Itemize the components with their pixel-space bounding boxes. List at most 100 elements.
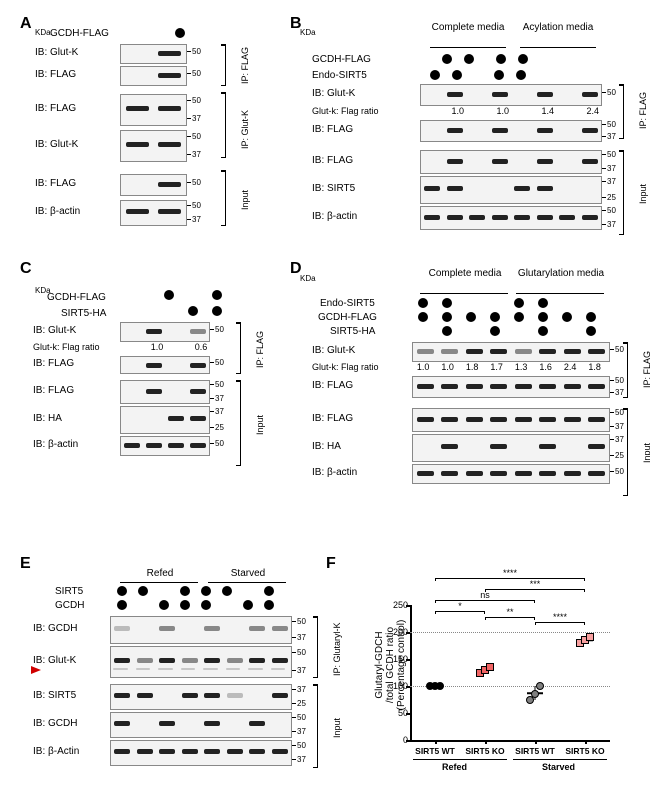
- blot-label: IB: FLAG: [33, 358, 74, 369]
- blot-strip: [120, 200, 187, 226]
- mw-marker: 50: [192, 201, 201, 210]
- blot-label: IB: Glut-K: [35, 139, 78, 150]
- blot-label: IB: HA: [33, 413, 62, 424]
- blot-strip: [120, 66, 187, 86]
- mw-marker: 50: [615, 467, 624, 476]
- blot-label: IB: Glut-K: [312, 88, 355, 99]
- dot: [586, 312, 596, 322]
- arrow-icon: [31, 666, 41, 674]
- ratio-label: Glut-k: Flag ratio: [312, 362, 379, 372]
- mw-marker: 50: [615, 345, 624, 354]
- x-condition-label: Starved: [542, 762, 575, 772]
- sig-label: ****: [553, 612, 567, 622]
- header-complete: Complete media: [428, 22, 508, 33]
- ratio-value: 2.4: [564, 362, 577, 372]
- blot-label: IB: β-actin: [312, 211, 357, 222]
- dot: [222, 586, 232, 596]
- dot: [442, 326, 452, 336]
- mw-marker: 37: [297, 685, 306, 694]
- kda-label: KDa: [300, 28, 316, 37]
- x-condition-label: Refed: [442, 762, 467, 772]
- blot-label: IB: FLAG: [35, 178, 76, 189]
- bracket-ip-flag: [627, 342, 628, 398]
- ratio-label: Glut-k: Flag ratio: [33, 342, 100, 352]
- dot: [562, 312, 572, 322]
- construct-sirt5: Endo-SIRT5: [312, 70, 367, 81]
- dot: [442, 298, 452, 308]
- blot-label: IB: FLAG: [312, 380, 353, 391]
- blot-strip: [420, 176, 602, 204]
- x-group-label: SIRT5 KO: [561, 746, 609, 756]
- blot-strip: [120, 174, 187, 196]
- mw-marker: 50: [615, 376, 624, 385]
- x-group-label: SIRT5 WT: [511, 746, 559, 756]
- construct-sirt5: SIRT5: [55, 586, 83, 597]
- bracket-ip-glutk: [225, 92, 226, 158]
- mw-marker: 37: [215, 394, 224, 403]
- mw-marker: 50: [297, 648, 306, 657]
- group-ip-flag: IP: FLAG: [642, 351, 650, 388]
- dots-r1: [430, 54, 528, 64]
- dot: [180, 600, 190, 610]
- plot-area: [410, 605, 610, 740]
- mw-marker: 25: [607, 193, 616, 202]
- mw-marker: 37: [297, 666, 306, 675]
- dot: [117, 586, 127, 596]
- panel-letter-e: E: [20, 555, 31, 573]
- group-input: Input: [240, 190, 250, 210]
- blot-strip: [120, 436, 210, 456]
- construct-gcdh: GCDH: [55, 600, 84, 611]
- group-input: Input: [255, 415, 265, 435]
- mw-marker: 50: [607, 206, 616, 215]
- blot-strip: [110, 616, 292, 644]
- blot-strip: [412, 408, 610, 432]
- panel-letter-c: C: [20, 260, 32, 278]
- kda-label: KDa: [300, 274, 316, 283]
- x-axis: [410, 740, 610, 742]
- mw-marker: 50: [215, 358, 224, 367]
- blot-label: IB: Glut-K: [35, 47, 78, 58]
- mw-marker: 37: [615, 422, 624, 431]
- dot: [117, 600, 127, 610]
- panel-d: Complete media Glutarylation media Endo-…: [300, 268, 640, 523]
- dot: [180, 586, 190, 596]
- dot: [514, 298, 524, 308]
- blot-label: IB: β-Actin: [33, 746, 79, 757]
- panel-c: GCDH-FLAG SIRT5-HA KDa IB: Glut-K50Glut-…: [35, 280, 275, 520]
- bracket-input: [627, 408, 628, 496]
- blot-strip: [420, 150, 602, 174]
- header-glut: Glutarylation media: [516, 268, 606, 279]
- dot: [514, 312, 524, 322]
- bracket-ip-flag: [240, 322, 241, 374]
- dot: [243, 600, 253, 610]
- sig-label: ***: [530, 579, 541, 589]
- dot: [538, 312, 548, 322]
- blot-strip: [120, 322, 210, 342]
- ratio-value: 1.0: [417, 362, 430, 372]
- dot: [264, 586, 274, 596]
- x-group-label: SIRT5 WT: [411, 746, 459, 756]
- sig-label: ****: [503, 568, 517, 578]
- mw-marker: 37: [192, 114, 201, 123]
- dot: [538, 298, 548, 308]
- blot-label: IB: FLAG: [33, 385, 74, 396]
- blot-label: IB: HA: [312, 441, 341, 452]
- ratio-value: 1.0: [441, 362, 454, 372]
- blot-label: IB: FLAG: [35, 103, 76, 114]
- construct-sirt5ha: SIRT5-HA: [330, 326, 375, 337]
- kda-label: KDa: [35, 28, 51, 37]
- dot: [264, 600, 274, 610]
- header-starved: Starved: [213, 568, 283, 579]
- blot-label: IB: Glut-K: [312, 345, 355, 356]
- blot-label: IB: SIRT5: [33, 690, 76, 701]
- dot: [212, 290, 222, 300]
- bracket-input: [240, 380, 241, 466]
- dots-r2: [430, 70, 526, 80]
- bracket-ip: [317, 616, 318, 678]
- headerline2: [208, 582, 286, 583]
- blot-strip: [420, 120, 602, 142]
- scatter-point: [436, 682, 444, 690]
- mw-marker: 50: [192, 69, 201, 78]
- blot-label: IB: β-actin: [35, 206, 80, 217]
- mw-marker: 37: [607, 132, 616, 141]
